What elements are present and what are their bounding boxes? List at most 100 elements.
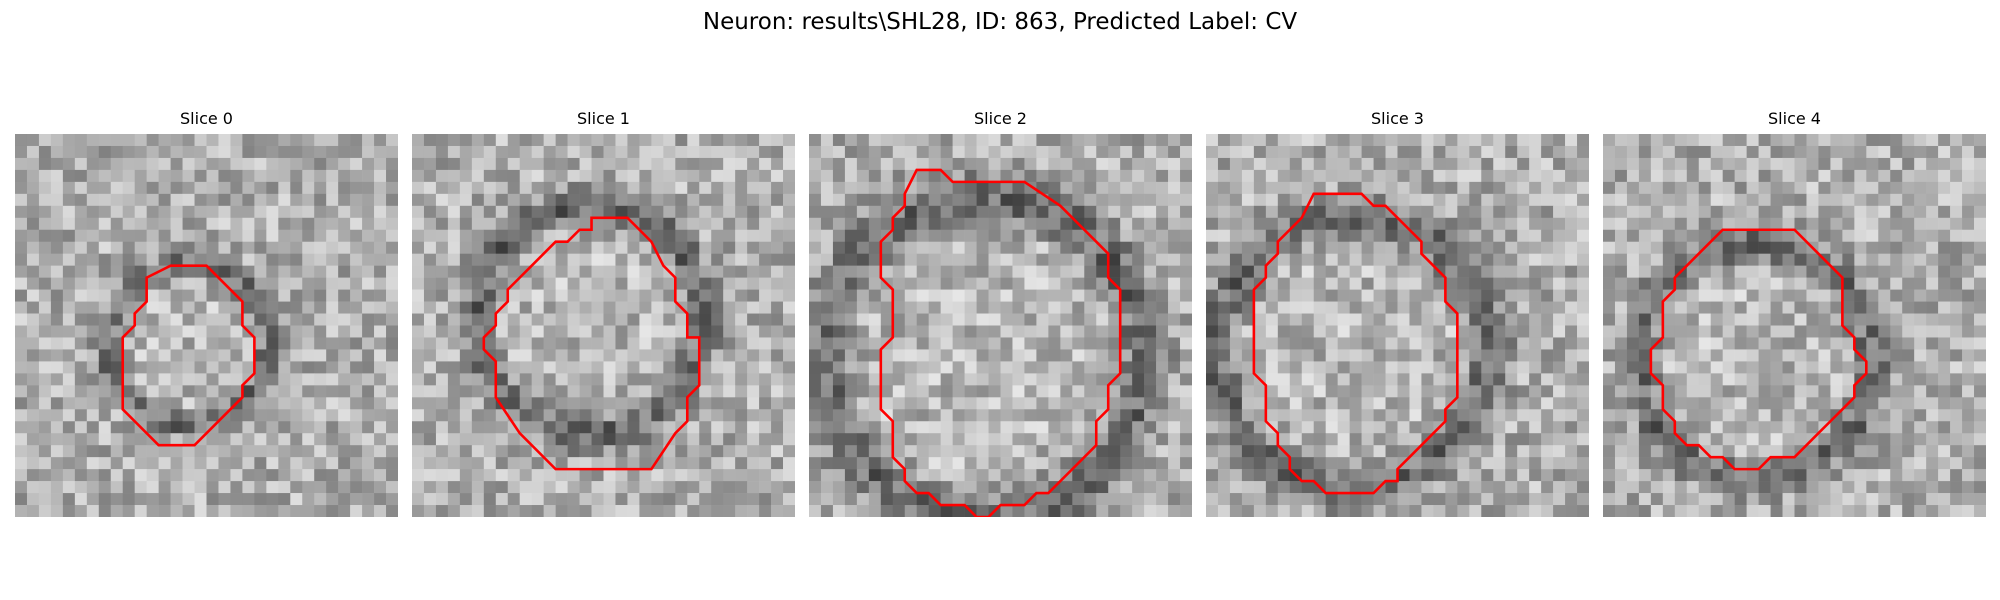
grayscale-pixel <box>1818 445 1830 457</box>
grayscale-pixel <box>1001 397 1013 409</box>
grayscale-pixel <box>1493 349 1505 361</box>
grayscale-pixel <box>51 326 63 338</box>
grayscale-pixel <box>735 349 747 361</box>
grayscale-pixel <box>532 314 544 326</box>
grayscale-pixel <box>1290 361 1302 373</box>
grayscale-pixel <box>496 361 508 373</box>
grayscale-pixel <box>1386 505 1398 517</box>
grayscale-pixel <box>448 493 460 505</box>
grayscale-pixel <box>1806 254 1818 266</box>
grayscale-pixel <box>723 254 735 266</box>
grayscale-pixel <box>338 242 350 254</box>
grayscale-pixel <box>1854 254 1866 266</box>
grayscale-pixel <box>1890 290 1902 302</box>
grayscale-pixel <box>63 134 75 146</box>
grayscale-pixel <box>783 278 795 290</box>
grayscale-pixel <box>1302 170 1314 182</box>
grayscale-pixel <box>1314 170 1326 182</box>
grayscale-pixel <box>1565 278 1577 290</box>
grayscale-pixel <box>1433 194 1445 206</box>
grayscale-pixel <box>75 409 87 421</box>
grayscale-pixel <box>699 349 711 361</box>
grayscale-pixel <box>218 397 230 409</box>
grayscale-pixel <box>1950 230 1962 242</box>
grayscale-pixel <box>1723 397 1735 409</box>
grayscale-pixel <box>1072 481 1084 493</box>
grayscale-pixel <box>63 290 75 302</box>
grayscale-pixel <box>1084 337 1096 349</box>
grayscale-pixel <box>412 361 424 373</box>
grayscale-pixel <box>1615 230 1627 242</box>
grayscale-pixel <box>1854 337 1866 349</box>
grayscale-pixel <box>1012 493 1024 505</box>
grayscale-pixel <box>1108 457 1120 469</box>
grayscale-pixel <box>544 206 556 218</box>
grayscale-pixel <box>314 254 326 266</box>
grayscale-pixel <box>520 254 532 266</box>
grayscale-pixel <box>663 194 675 206</box>
grayscale-pixel <box>1218 194 1230 206</box>
grayscale-pixel <box>496 230 508 242</box>
grayscale-pixel <box>1230 326 1242 338</box>
grayscale-pixel <box>627 373 639 385</box>
grayscale-pixel <box>1168 218 1180 230</box>
grayscale-pixel <box>771 445 783 457</box>
grayscale-pixel <box>1096 349 1108 361</box>
grayscale-pixel <box>1723 385 1735 397</box>
grayscale-pixel <box>580 493 592 505</box>
grayscale-pixel <box>27 194 39 206</box>
grayscale-pixel <box>362 266 374 278</box>
grayscale-pixel <box>977 170 989 182</box>
grayscale-pixel <box>1962 194 1974 206</box>
grayscale-pixel <box>1795 170 1807 182</box>
grayscale-pixel <box>1180 493 1192 505</box>
grayscale-pixel <box>1457 194 1469 206</box>
grayscale-pixel <box>759 146 771 158</box>
grayscale-pixel <box>1433 445 1445 457</box>
grayscale-pixel <box>87 421 99 433</box>
grayscale-pixel <box>195 278 207 290</box>
grayscale-pixel <box>615 385 627 397</box>
grayscale-pixel <box>929 397 941 409</box>
grayscale-pixel <box>821 146 833 158</box>
grayscale-pixel <box>556 349 568 361</box>
grayscale-pixel <box>1180 182 1192 194</box>
grayscale-pixel <box>1084 493 1096 505</box>
grayscale-pixel <box>1505 349 1517 361</box>
grayscale-pixel <box>1386 146 1398 158</box>
grayscale-pixel <box>1747 349 1759 361</box>
grayscale-pixel <box>580 337 592 349</box>
grayscale-pixel <box>1517 194 1529 206</box>
grayscale-pixel <box>1290 194 1302 206</box>
grayscale-pixel <box>627 433 639 445</box>
grayscale-pixel <box>699 373 711 385</box>
grayscale-pixel <box>1302 302 1314 314</box>
grayscale-pixel <box>1302 290 1314 302</box>
grayscale-pixel <box>472 230 484 242</box>
grayscale-pixel <box>783 433 795 445</box>
grayscale-pixel <box>977 337 989 349</box>
grayscale-pixel <box>1663 373 1675 385</box>
grayscale-pixel <box>171 337 183 349</box>
grayscale-pixel <box>580 146 592 158</box>
grayscale-pixel <box>1072 361 1084 373</box>
grayscale-pixel <box>496 385 508 397</box>
grayscale-pixel <box>1517 481 1529 493</box>
grayscale-pixel <box>556 409 568 421</box>
grayscale-pixel <box>111 361 123 373</box>
grayscale-pixel <box>1854 385 1866 397</box>
grayscale-pixel <box>1830 290 1842 302</box>
grayscale-pixel <box>39 170 51 182</box>
grayscale-pixel <box>1517 134 1529 146</box>
grayscale-pixel <box>1806 397 1818 409</box>
grayscale-pixel <box>1266 242 1278 254</box>
grayscale-pixel <box>881 218 893 230</box>
grayscale-pixel <box>1565 349 1577 361</box>
grayscale-pixel <box>1290 385 1302 397</box>
grayscale-pixel <box>338 302 350 314</box>
grayscale-pixel <box>1830 349 1842 361</box>
grayscale-pixel <box>675 146 687 158</box>
grayscale-pixel <box>1711 326 1723 338</box>
grayscale-pixel <box>941 481 953 493</box>
grayscale-pixel <box>1326 349 1338 361</box>
